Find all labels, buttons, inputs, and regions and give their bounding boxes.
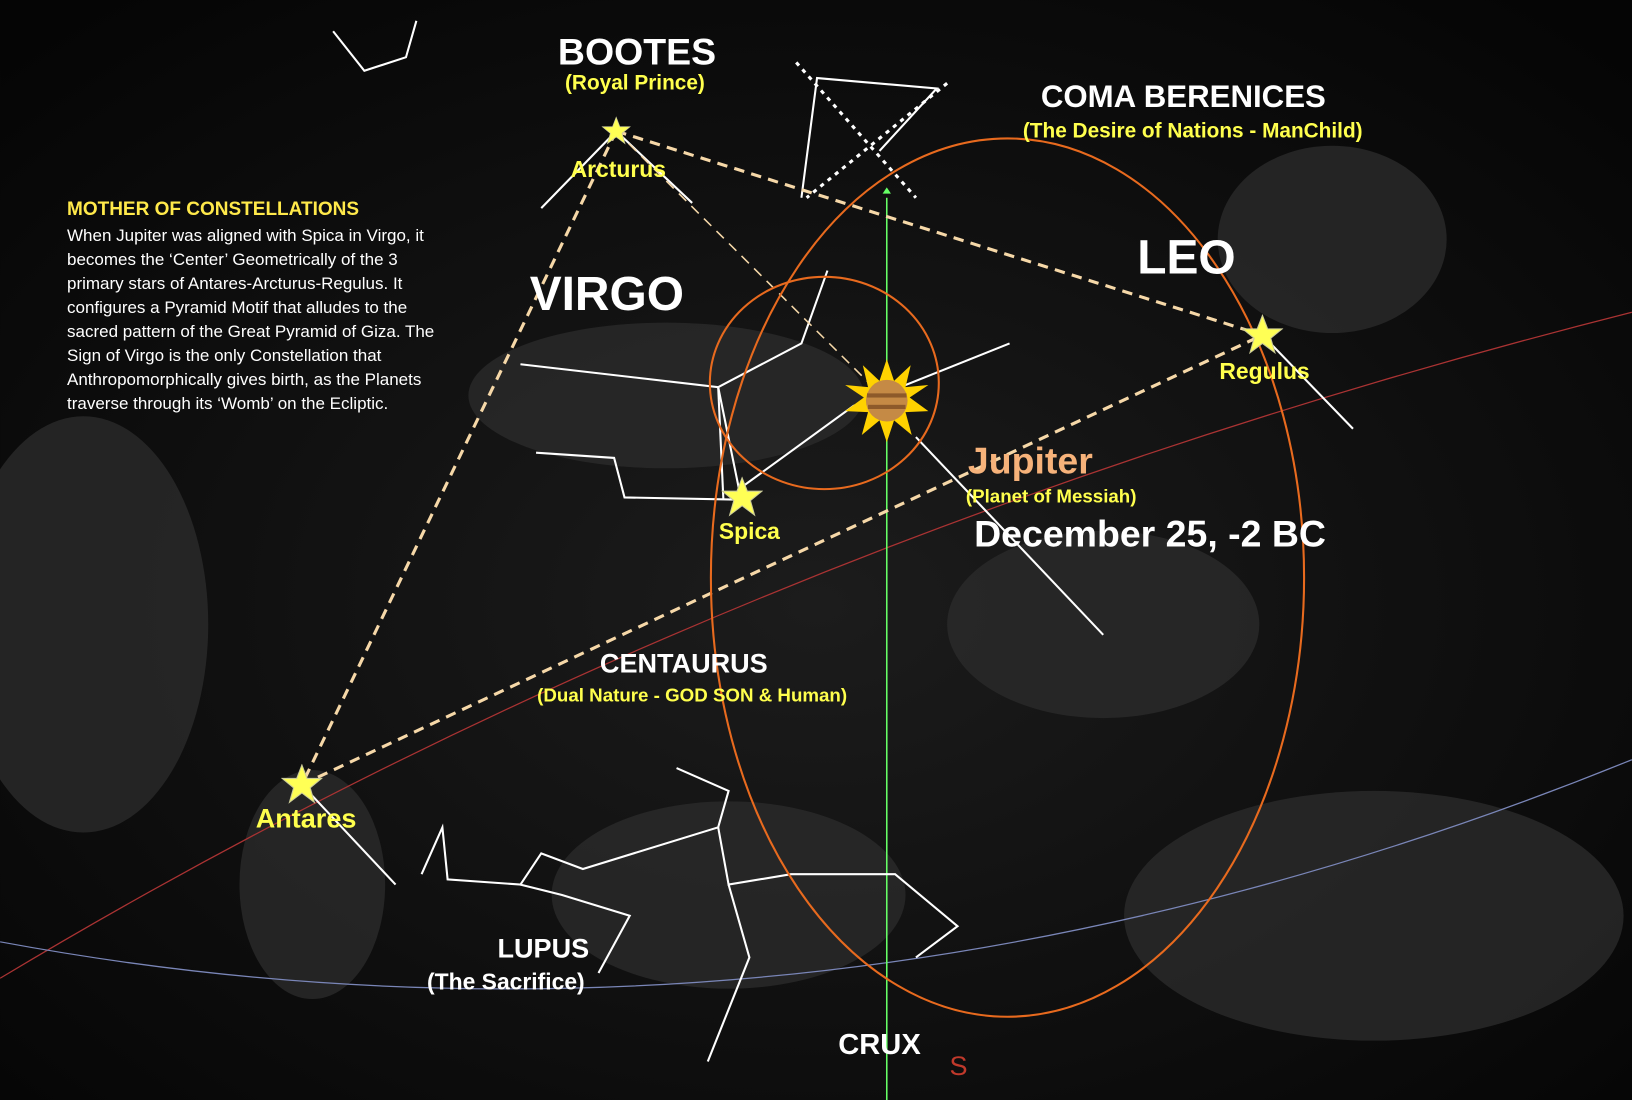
label: (Dual Nature - GOD SON & Human) [537,684,847,705]
label: CRUX [838,1029,921,1061]
compass-label: S [950,1051,968,1081]
label: COMA BERENICES [1041,79,1326,114]
label: Antares [256,803,357,833]
label: (The Sacrifice) [427,969,585,995]
label: Arcturus [571,156,666,182]
label: BOOTES [558,31,716,73]
label: (The Desire of Nations - ManChild) [1023,119,1363,142]
note-heading: MOTHER OF CONSTELLATIONS [67,199,442,221]
sky-map-page: BOOTES (Royal Prince) Arcturus COMA BERE… [0,0,1632,1100]
label: VIRGO [530,268,684,321]
label: LEO [1137,232,1235,285]
note-text: When Jupiter was aligned with Spica in V… [67,224,442,416]
label: December 25, -2 BC [974,512,1326,554]
label: Jupiter [968,440,1093,482]
label: LUPUS [498,933,590,963]
label: (Royal Prince) [565,71,705,94]
note: MOTHER OF CONSTELLATIONS When Jupiter wa… [67,199,442,416]
label: Regulus [1219,358,1309,384]
label: (Planet of Messiah) [966,486,1137,507]
label: Spica [719,518,780,544]
sky-map: BOOTES (Royal Prince) Arcturus COMA BERE… [0,0,1632,1100]
label: CENTAURUS [600,648,768,678]
